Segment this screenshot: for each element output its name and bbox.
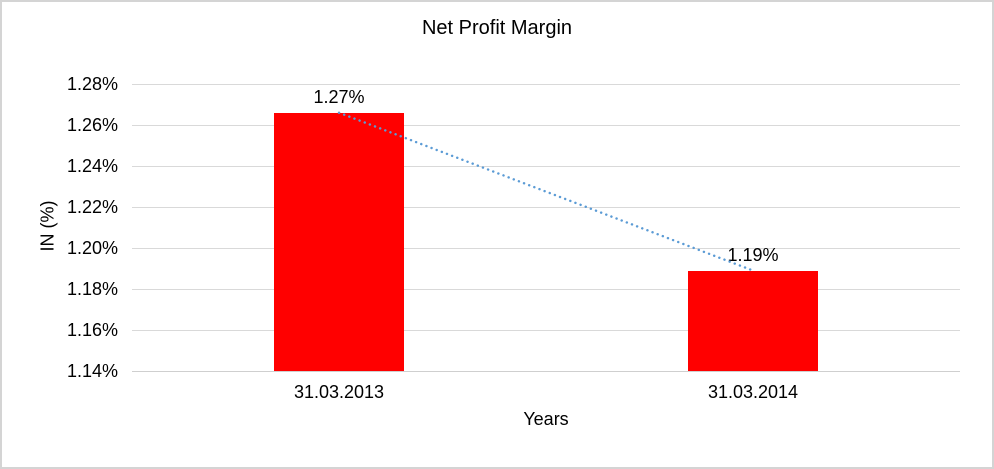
- x-tick-label: 31.03.2013: [293, 382, 385, 402]
- gridline: [132, 207, 960, 208]
- bar: [274, 112, 404, 371]
- y-tick-label: 1.26%: [66, 115, 118, 135]
- y-tick-label: 1.18%: [66, 279, 118, 299]
- x-axis-title: Years: [523, 409, 569, 429]
- y-tick-label: 1.20%: [66, 238, 118, 258]
- bar: [688, 270, 818, 371]
- y-tick-label: 1.22%: [66, 197, 118, 217]
- chart-title: Net Profit Margin: [421, 17, 573, 39]
- x-tick-label: 31.03.2014: [707, 382, 799, 402]
- gridline: [132, 125, 960, 126]
- data-label: 1.19%: [727, 244, 779, 265]
- y-tick-label: 1.28%: [66, 74, 118, 94]
- y-tick-label: 1.16%: [66, 320, 118, 340]
- y-tick-label: 1.14%: [66, 361, 118, 381]
- data-label: 1.27%: [313, 86, 365, 107]
- y-tick-label: 1.24%: [66, 156, 118, 176]
- gridline: [132, 248, 960, 249]
- gridline: [132, 84, 960, 85]
- gridline: [132, 289, 960, 290]
- gridline: [132, 330, 960, 331]
- gridline: [132, 166, 960, 167]
- x-axis-line: [132, 371, 960, 372]
